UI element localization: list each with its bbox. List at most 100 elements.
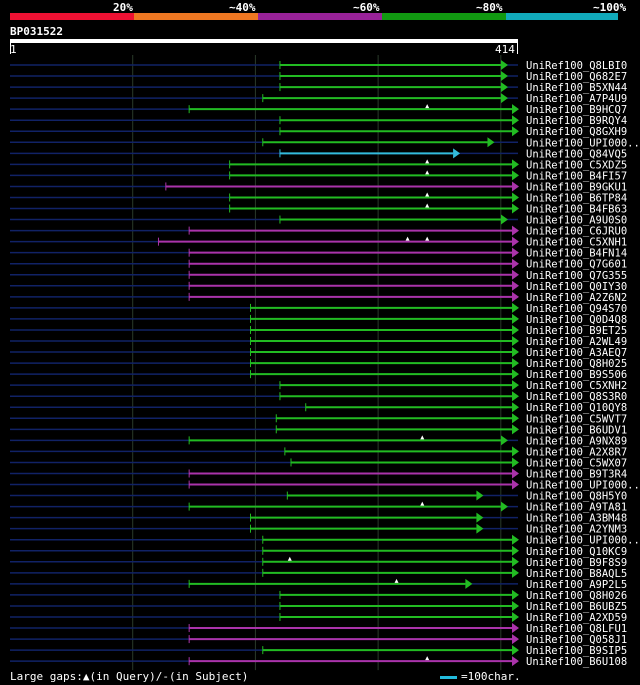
hit-label[interactable]: UniRef100_B9S506: [526, 369, 627, 381]
hit-row[interactable]: UniRef100_B5XN44: [10, 82, 627, 94]
hit-label[interactable]: UniRef100_A3BM48: [526, 513, 627, 525]
hit-row[interactable]: UniRef100_A2XD59: [10, 612, 627, 624]
hit-label[interactable]: UniRef100_C5XNH1: [526, 237, 627, 249]
hit-row[interactable]: UniRef100_B9HCQ7: [10, 104, 627, 116]
hit-row[interactable]: UniRef100_Q8H026: [10, 589, 627, 602]
hit-label[interactable]: UniRef100_B4FI57: [526, 170, 627, 182]
hit-label[interactable]: UniRef100_A3AEQ7: [526, 347, 627, 359]
hit-label[interactable]: UniRef100_B8AQL5: [526, 568, 627, 580]
hit-row[interactable]: UniRef100_Q0D4Q8: [10, 313, 627, 326]
hit-label[interactable]: UniRef100_A9U0S0: [526, 215, 627, 227]
hit-label[interactable]: UniRef100_C5WVT7: [526, 413, 627, 425]
hit-row[interactable]: UniRef100_Q7G355: [10, 269, 627, 282]
hit-row[interactable]: UniRef100_C5WVT7: [10, 413, 627, 425]
hit-row[interactable]: UniRef100_A9NX89: [10, 435, 627, 447]
hit-label[interactable]: UniRef100_Q8S3R0: [526, 391, 627, 403]
hit-label[interactable]: UniRef100_A2X8R7: [526, 446, 627, 458]
hit-label[interactable]: UniRef100_B6U108: [526, 656, 627, 668]
hit-row[interactable]: UniRef100_B4FN14: [10, 247, 627, 260]
hit-row[interactable]: UniRef100_UPI000..: [10, 534, 640, 547]
hit-row[interactable]: UniRef100_Q94S70: [10, 302, 627, 315]
hit-row[interactable]: UniRef100_B8AQL5: [10, 567, 627, 580]
hit-row[interactable]: UniRef100_B9SIP5: [10, 645, 627, 657]
hit-label[interactable]: UniRef100_C6JRU0: [526, 226, 627, 238]
hit-label[interactable]: UniRef100_UPI000..: [526, 535, 640, 547]
hit-label[interactable]: UniRef100_Q10KC9: [526, 546, 627, 558]
hit-label[interactable]: UniRef100_UPI000..: [526, 137, 640, 149]
hit-row[interactable]: UniRef100_A9P2L5: [10, 578, 627, 591]
hit-label[interactable]: UniRef100_B6TP84: [526, 192, 627, 204]
hit-label[interactable]: UniRef100_C5XDZ5: [526, 159, 627, 171]
hit-row[interactable]: UniRef100_B6TP84: [10, 192, 627, 204]
hit-row[interactable]: UniRef100_Q682E7: [10, 71, 627, 83]
hit-row[interactable]: UniRef100_Q8LFU1: [10, 623, 627, 635]
hit-label[interactable]: UniRef100_A2WL49: [526, 336, 627, 348]
hit-label[interactable]: UniRef100_B4FB63: [526, 204, 627, 216]
hit-row[interactable]: UniRef100_B9RQY4: [10, 115, 627, 127]
hit-label[interactable]: UniRef100_UPI000..: [526, 480, 640, 492]
hit-label[interactable]: UniRef100_A7P4U9: [526, 93, 627, 105]
hit-label[interactable]: UniRef100_B6UBZ5: [526, 601, 627, 613]
hit-label[interactable]: UniRef100_A9NX89: [526, 435, 627, 447]
hit-row[interactable]: UniRef100_Q8H025: [10, 358, 627, 370]
hit-row[interactable]: UniRef100_B4FI57: [10, 170, 627, 182]
hit-label[interactable]: UniRef100_Q7G601: [526, 259, 627, 271]
hit-label[interactable]: UniRef100_Q8GXH9: [526, 126, 627, 138]
hit-row[interactable]: UniRef100_C5XNH2: [10, 380, 627, 392]
hit-label[interactable]: UniRef100_B6UDV1: [526, 424, 627, 436]
hit-row[interactable]: UniRef100_A9TA81: [10, 501, 627, 514]
hit-label[interactable]: UniRef100_Q8H026: [526, 590, 627, 602]
hit-label[interactable]: UniRef100_A2YNM3: [526, 524, 627, 536]
hit-label[interactable]: UniRef100_B9GKU1: [526, 181, 627, 193]
hit-label[interactable]: UniRef100_Q8LBI0: [526, 60, 627, 72]
hit-label[interactable]: UniRef100_B9HCQ7: [526, 104, 627, 116]
hit-label[interactable]: UniRef100_B9ET25: [526, 325, 627, 337]
hit-label[interactable]: UniRef100_Q0IY30: [526, 281, 627, 293]
hit-label[interactable]: UniRef100_A2XD59: [526, 612, 627, 624]
hit-label[interactable]: UniRef100_Q84VQ5: [526, 148, 627, 160]
hit-row[interactable]: UniRef100_C6JRU0: [10, 225, 627, 238]
hit-label[interactable]: UniRef100_C5WX07: [526, 457, 627, 469]
hit-row[interactable]: UniRef100_B9S506: [10, 369, 627, 381]
hit-label[interactable]: UniRef100_B9RQY4: [526, 115, 627, 127]
hit-label[interactable]: UniRef100_Q10QY8: [526, 402, 627, 414]
hit-row[interactable]: UniRef100_B9GKU1: [10, 181, 627, 193]
hit-label[interactable]: UniRef100_Q94S70: [526, 303, 627, 315]
hit-row[interactable]: UniRef100_B4FB63: [10, 203, 627, 216]
hit-row[interactable]: UniRef100_A2YNM3: [10, 523, 627, 536]
hit-label[interactable]: UniRef100_Q8LFU1: [526, 623, 627, 635]
hit-row[interactable]: UniRef100_C5XDZ5: [10, 159, 627, 171]
hit-label[interactable]: UniRef100_Q7G355: [526, 270, 627, 282]
hit-label[interactable]: UniRef100_Q058J1: [526, 634, 627, 646]
hit-label[interactable]: UniRef100_A9P2L5: [526, 579, 627, 591]
hit-row[interactable]: UniRef100_Q8H5Y0: [10, 490, 627, 503]
hit-row[interactable]: UniRef100_Q7G601: [10, 258, 627, 271]
hit-row[interactable]: UniRef100_B9ET25: [10, 324, 627, 337]
hit-row[interactable]: UniRef100_A3BM48: [10, 512, 627, 525]
hit-row[interactable]: UniRef100_C5WX07: [10, 457, 627, 469]
hit-row[interactable]: UniRef100_B6UDV1: [10, 424, 627, 436]
hit-label[interactable]: UniRef100_Q8H5Y0: [526, 491, 627, 503]
hit-row[interactable]: UniRef100_A9U0S0: [10, 214, 627, 227]
hit-label[interactable]: UniRef100_B9T3R4: [526, 468, 627, 480]
hit-label[interactable]: UniRef100_B9SIP5: [526, 645, 627, 657]
hit-label[interactable]: UniRef100_B9F8S9: [526, 557, 627, 569]
hit-row[interactable]: UniRef100_Q8S3R0: [10, 391, 627, 403]
hit-row[interactable]: UniRef100_UPI000..: [10, 479, 640, 492]
hit-row[interactable]: UniRef100_A7P4U9: [10, 93, 627, 105]
hit-row[interactable]: UniRef100_Q10QY8: [10, 402, 627, 414]
hit-label[interactable]: UniRef100_Q0D4Q8: [526, 314, 627, 326]
hit-row[interactable]: UniRef100_C5XNH1: [10, 236, 627, 249]
hit-label[interactable]: UniRef100_Q682E7: [526, 71, 627, 83]
hit-row[interactable]: UniRef100_B6U108: [10, 656, 627, 668]
hit-row[interactable]: UniRef100_Q84VQ5: [10, 148, 627, 160]
hit-row[interactable]: UniRef100_B9F8S9: [10, 556, 627, 569]
hit-row[interactable]: UniRef100_Q10KC9: [10, 545, 627, 558]
hit-label[interactable]: UniRef100_A2Z6N2: [526, 292, 627, 304]
hit-label[interactable]: UniRef100_Q8H025: [526, 358, 627, 370]
hit-row[interactable]: UniRef100_A2WL49: [10, 336, 627, 348]
hit-row[interactable]: UniRef100_Q0IY30: [10, 280, 627, 293]
hit-label[interactable]: UniRef100_C5XNH2: [526, 380, 627, 392]
hit-row[interactable]: UniRef100_B6UBZ5: [10, 600, 627, 613]
hit-row[interactable]: UniRef100_B9T3R4: [10, 468, 627, 480]
